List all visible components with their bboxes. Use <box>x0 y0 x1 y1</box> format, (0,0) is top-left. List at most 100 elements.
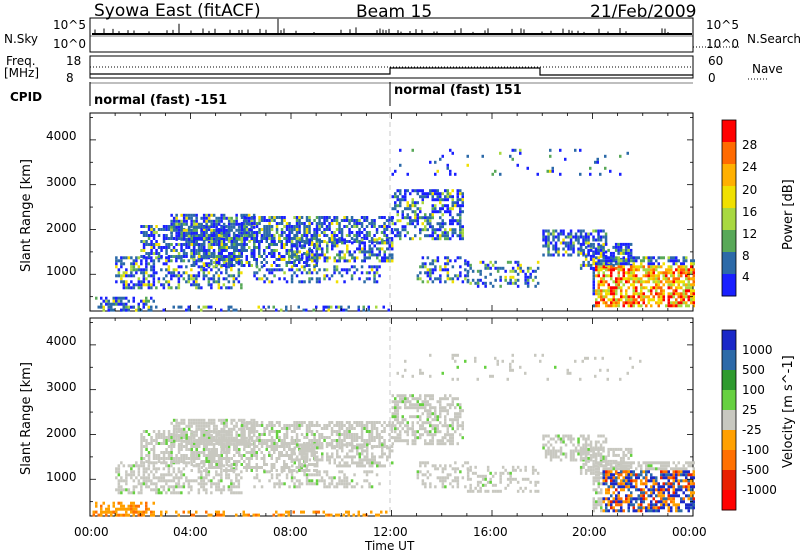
velocity-cell <box>212 418 216 422</box>
power-cell <box>579 251 583 255</box>
velocity-cell <box>215 488 218 492</box>
power-cell <box>268 243 271 246</box>
power-cell <box>308 225 311 228</box>
power-cell <box>295 252 298 255</box>
power-cell <box>142 283 146 287</box>
power-cell <box>172 246 176 249</box>
power-cell <box>607 283 610 287</box>
power-cell <box>200 228 203 232</box>
power-cell <box>318 234 321 237</box>
velocity-cell <box>170 479 173 483</box>
power-cell <box>237 222 241 226</box>
power-cell <box>692 295 695 299</box>
power-cell <box>155 256 158 260</box>
velocity-cell <box>160 457 163 460</box>
power-cell <box>650 259 653 263</box>
velocity-cell <box>115 488 118 492</box>
power-cell <box>436 234 439 238</box>
velocity-cell <box>180 454 183 457</box>
velocity-cell <box>185 464 188 468</box>
velocity-cell <box>172 442 176 446</box>
velocity-cell <box>225 454 228 457</box>
power-cell <box>446 210 449 214</box>
power-cell <box>291 253 294 257</box>
power-cell <box>345 219 349 222</box>
velocity-cell <box>203 439 206 442</box>
power-cell <box>461 198 464 202</box>
power-cell <box>682 292 685 296</box>
power-cell <box>192 228 196 232</box>
power-cell <box>323 277 326 281</box>
power-cell <box>607 268 610 272</box>
velocity-cell <box>233 454 236 457</box>
velocity-cell <box>190 448 193 451</box>
velocity-cell <box>243 436 246 439</box>
power-cell <box>336 238 339 242</box>
power-cell <box>411 148 414 152</box>
power-cell <box>105 302 108 306</box>
power-cell <box>232 308 235 312</box>
velocity-cell <box>323 424 326 427</box>
power-cell <box>280 255 283 258</box>
power-cell <box>414 189 417 193</box>
power-cell <box>220 240 223 243</box>
power-cell <box>248 234 251 237</box>
velocity-cell <box>220 433 223 437</box>
power-cell <box>529 275 532 279</box>
power-cell <box>358 222 361 225</box>
power-cell <box>213 252 216 255</box>
velocity-cell <box>182 433 186 437</box>
velocity-cell <box>162 451 166 454</box>
velocity-cell <box>310 430 314 433</box>
velocity-cell <box>375 433 379 436</box>
power-cell <box>172 225 176 229</box>
power-cell <box>308 280 311 284</box>
power-cell <box>600 268 603 272</box>
velocity-cell <box>185 457 188 460</box>
power-cell <box>278 216 281 219</box>
velocity-cell <box>381 443 384 447</box>
power-cell <box>652 280 655 284</box>
power-cell <box>198 255 201 258</box>
power-cell <box>361 247 364 251</box>
velocity-cell <box>185 461 188 465</box>
power-cell <box>607 260 610 264</box>
power-cell <box>642 265 645 269</box>
velocity-cell <box>180 491 183 495</box>
velocity-cell <box>360 485 364 489</box>
velocity-cell <box>220 473 223 477</box>
velocity-cell <box>205 436 208 440</box>
power-cell <box>311 241 314 245</box>
power-cell <box>278 222 281 225</box>
power-cell <box>338 225 341 228</box>
power-cell <box>610 277 613 281</box>
power-cell <box>293 261 296 264</box>
power-cell <box>459 207 462 211</box>
velocity-cell <box>310 442 314 445</box>
power-cell <box>328 222 331 225</box>
velocity-cell <box>365 473 369 477</box>
velocity-cell <box>127 504 130 508</box>
power-cell <box>424 265 427 269</box>
velocity-cell <box>305 424 309 427</box>
power-cell <box>670 271 673 275</box>
power-cell <box>592 235 595 239</box>
power-cell <box>340 268 344 272</box>
velocity-cell <box>378 445 381 448</box>
velocity-cell <box>391 461 394 465</box>
power-cell <box>295 240 299 243</box>
power-cell <box>562 247 565 251</box>
velocity-cell <box>230 485 233 489</box>
velocity-cell <box>200 436 203 440</box>
power-cell <box>605 292 608 296</box>
power-cell <box>340 274 344 278</box>
power-cell <box>446 234 449 238</box>
power-cell <box>290 261 293 264</box>
power-cell <box>632 277 635 281</box>
velocity-cell <box>275 473 279 477</box>
velocity-cell <box>227 457 231 460</box>
power-cell <box>627 245 630 249</box>
power-cell <box>177 265 181 269</box>
power-cell <box>247 216 251 220</box>
velocity-cell <box>313 433 316 436</box>
